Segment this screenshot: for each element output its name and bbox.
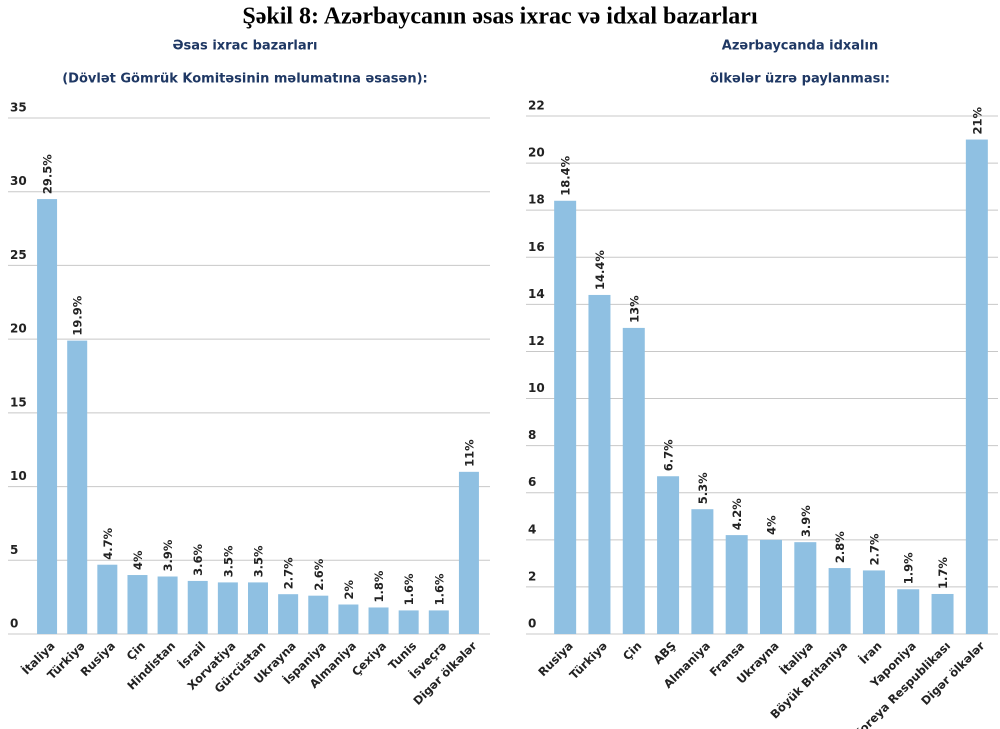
value-label: 21% xyxy=(970,107,984,135)
value-label: 2.7% xyxy=(282,557,296,589)
bar xyxy=(931,593,954,634)
bar xyxy=(458,471,479,634)
y-tick-label: 0 xyxy=(528,617,536,631)
chart-subtitle: ölkələr üzrə paylanması: xyxy=(710,72,890,87)
y-tick-label: 10 xyxy=(528,381,545,395)
y-tick-label: 5 xyxy=(10,543,18,557)
bar xyxy=(622,327,645,634)
bar xyxy=(368,607,389,634)
value-label: 29.5% xyxy=(41,154,55,194)
value-label: 4.7% xyxy=(101,527,115,559)
value-label: 18.4% xyxy=(559,155,573,195)
bar xyxy=(338,604,359,634)
value-label: 11% xyxy=(462,439,476,467)
value-label: 19.9% xyxy=(71,295,85,335)
bar xyxy=(862,570,885,634)
bar xyxy=(554,200,577,634)
bar xyxy=(308,595,329,634)
value-label: 3.6% xyxy=(191,544,205,576)
bar xyxy=(278,594,299,634)
value-label: 3.5% xyxy=(252,545,266,577)
y-tick-label: 20 xyxy=(10,322,27,336)
x-tick-label: Digər ölkələr xyxy=(918,638,987,707)
x-tick-label: Çin xyxy=(124,639,148,663)
bar xyxy=(657,476,680,634)
bar xyxy=(97,564,118,634)
chart: 024681012141618202218.4%Rusiya14.4%Türki… xyxy=(526,99,998,729)
figure-title: Şəkil 8: Azərbaycanın əsas ixrac və idxa… xyxy=(242,4,758,30)
value-label: 2% xyxy=(342,580,356,600)
bar xyxy=(37,199,58,635)
bar xyxy=(691,509,714,634)
bar xyxy=(67,340,88,634)
y-tick-label: 0 xyxy=(10,617,18,631)
y-tick-label: 20 xyxy=(528,146,545,160)
y-tick-label: 30 xyxy=(10,174,27,188)
chart-title: Əsas ixrac bazarları xyxy=(173,39,318,54)
y-tick-label: 22 xyxy=(528,99,545,113)
value-label: 1.8% xyxy=(372,570,386,602)
bar xyxy=(760,539,782,634)
value-label: 2.6% xyxy=(312,558,326,590)
y-tick-label: 4 xyxy=(528,522,536,536)
bar xyxy=(428,610,449,634)
y-tick-label: 2 xyxy=(528,569,536,583)
value-label: 1.6% xyxy=(402,573,416,605)
bar xyxy=(157,576,178,634)
bar xyxy=(127,575,148,634)
value-label: 1.7% xyxy=(936,557,950,589)
value-label: 3.9% xyxy=(799,505,813,537)
chart-subtitle: (Dövlət Gömrük Komitəsinin məlumatına əs… xyxy=(62,72,428,87)
value-label: 13% xyxy=(627,295,641,323)
value-label: 3.9% xyxy=(161,539,175,571)
x-tick-label: Türkiyə xyxy=(567,639,611,683)
bar xyxy=(187,580,208,634)
chart-title: Azərbaycanda idxalın xyxy=(722,39,878,54)
value-label: 4.2% xyxy=(730,498,744,530)
bar xyxy=(588,294,611,634)
x-tick-label: Çin xyxy=(620,639,644,663)
bar xyxy=(965,139,988,634)
y-tick-label: 18 xyxy=(528,193,545,207)
bar xyxy=(725,535,748,634)
y-tick-label: 8 xyxy=(528,428,536,442)
value-label: 4% xyxy=(131,550,145,570)
value-label: 2.7% xyxy=(867,533,881,565)
y-tick-label: 12 xyxy=(528,334,545,348)
y-tick-label: 14 xyxy=(528,287,545,301)
y-tick-label: 10 xyxy=(10,469,27,483)
bar xyxy=(398,610,419,634)
y-tick-label: 35 xyxy=(10,101,27,115)
value-label: 4% xyxy=(765,515,779,535)
x-tick-label: İran xyxy=(856,638,885,667)
bar xyxy=(897,589,920,634)
bar xyxy=(248,582,268,634)
value-label: 2.8% xyxy=(833,531,847,563)
value-label: 1.6% xyxy=(432,573,446,605)
value-label: 1.9% xyxy=(902,552,916,584)
value-label: 14.4% xyxy=(593,250,607,290)
y-tick-label: 25 xyxy=(10,248,27,262)
value-label: 5.3% xyxy=(696,472,710,504)
chart: 0510152025303529.5%İtaliya19.9%Türkiyə4.… xyxy=(8,101,490,708)
bar xyxy=(828,568,851,634)
value-label: 6.7% xyxy=(662,439,676,471)
y-tick-label: 6 xyxy=(528,475,536,489)
y-tick-label: 15 xyxy=(10,395,27,409)
value-label: 3.5% xyxy=(221,545,235,577)
bar xyxy=(794,542,817,634)
x-tick-label: ABŞ xyxy=(650,639,678,667)
y-tick-label: 16 xyxy=(528,240,545,254)
bar xyxy=(217,582,238,634)
